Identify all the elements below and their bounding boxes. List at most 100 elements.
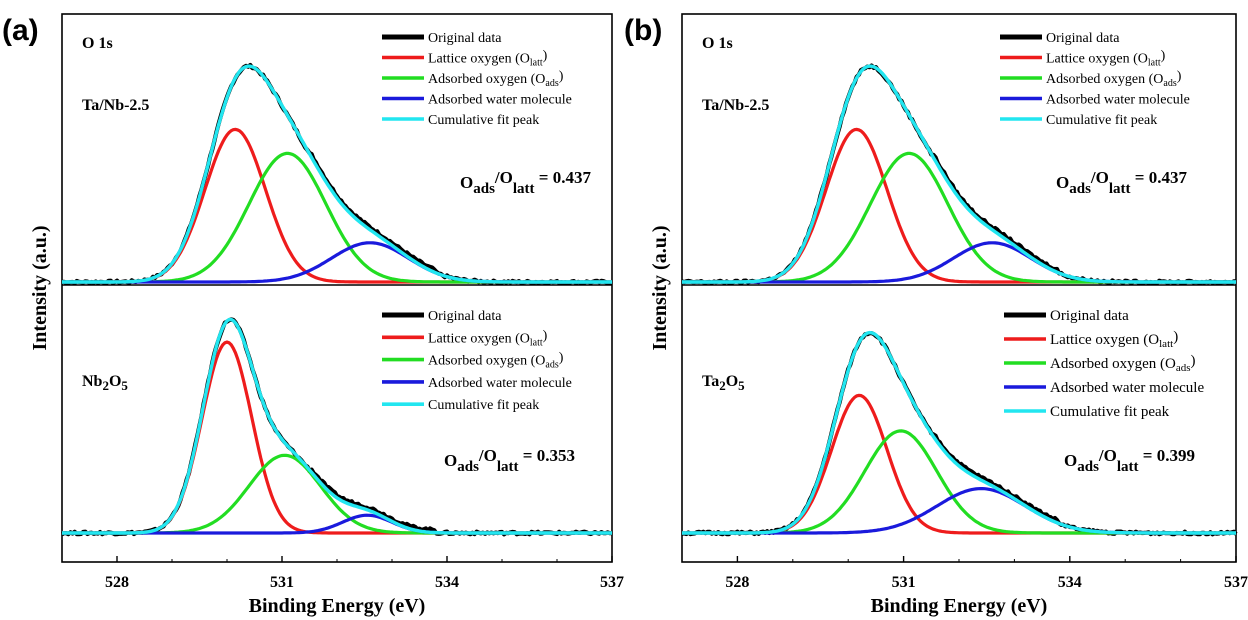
x-tick-label: 528 <box>105 574 129 591</box>
legend-text: Original data <box>1046 31 1120 46</box>
x-axis-label: Binding Energy (eV) <box>249 595 426 617</box>
series-lattice <box>62 127 612 284</box>
legend-text-tail: ) <box>1173 329 1178 345</box>
sample-label-subscript: 5 <box>121 378 128 393</box>
subplot-title: O 1s <box>82 35 113 52</box>
series-adsorbed <box>62 151 612 284</box>
legend-entry: Adsorbed oxygen (Oads) <box>428 69 564 89</box>
ratio-sub-num: ads <box>473 181 495 197</box>
legend-text: Lattice oxygen (O <box>428 52 530 67</box>
legend-entry: Original data <box>1046 31 1120 46</box>
ratio-sub-num: ads <box>457 459 479 475</box>
legend-subscript: latt <box>530 337 543 348</box>
legend-subscript: ads <box>545 78 558 89</box>
legend-text: Lattice oxygen (O <box>428 331 530 346</box>
series-cumulative-fit <box>62 64 612 284</box>
legend-text: Adsorbed water molecule <box>1050 380 1204 396</box>
sample-label-part: O <box>726 373 738 390</box>
ratio-o: O <box>460 173 473 192</box>
legend-text: Original data <box>428 309 502 324</box>
legend-text-tail: ) <box>1190 353 1195 369</box>
sample-label-part: Nb <box>82 373 103 390</box>
ratio-value: = 0.437 <box>1131 168 1188 187</box>
sample-label-subscript: 2 <box>102 378 109 393</box>
legend-entry: Cumulative fit peak <box>428 113 539 128</box>
legend-entry: Adsorbed oxygen (Oads) <box>1050 353 1195 374</box>
legend-text: Lattice oxygen (O <box>1050 332 1159 348</box>
legend-entry: Adsorbed water molecule <box>1050 380 1204 396</box>
ratio-slash: /O <box>478 446 497 465</box>
legend-text-tail: ) <box>1177 69 1182 84</box>
legend-text: Adsorbed water molecule <box>1046 93 1190 108</box>
series-water <box>682 487 1236 535</box>
ratio-sub-num: ads <box>1069 181 1091 197</box>
legend-entry: Adsorbed oxygen (Oads) <box>428 351 564 371</box>
legend-subscript: ads <box>545 360 558 371</box>
panel-label: (a) <box>2 14 39 47</box>
legend-entry: Original data <box>428 31 502 46</box>
legend-subscript: ads <box>1163 78 1176 89</box>
legend-text: Adsorbed oxygen (O <box>1046 72 1163 87</box>
ratio-sub-den: latt <box>497 459 519 475</box>
series-cumulative-fit <box>62 317 612 535</box>
subplot-title: O 1s <box>702 35 733 52</box>
ratio-value: = 0.399 <box>1139 446 1195 465</box>
legend-text-tail: ) <box>543 328 548 343</box>
sample-label-subscript: 2 <box>719 378 726 393</box>
legend-text: Adsorbed water molecule <box>428 376 572 391</box>
ratio-annotation: Oads/Olatt = 0.353 <box>444 446 575 475</box>
y-axis-label: Intensity (a.u.) <box>649 225 671 350</box>
panel-label: (b) <box>624 14 662 47</box>
subplot-top: O 1s Ta/Nb-2.5 Original data Lattice oxygen… <box>681 31 1237 286</box>
legend-text: Adsorbed oxygen (O <box>1050 356 1176 372</box>
ratio-sub-num: ads <box>1077 459 1099 475</box>
series-lattice <box>682 127 1236 284</box>
legend-text: Adsorbed oxygen (O <box>428 72 545 87</box>
legend-entry: Cumulative fit peak <box>1050 404 1170 420</box>
legend-entry: Lattice oxygen (Olatt) <box>428 328 548 348</box>
legend-entry: Adsorbed water molecule <box>1046 93 1190 108</box>
ratio-sub-den: latt <box>1109 181 1131 197</box>
legend-entry: Adsorbed oxygen (Oads) <box>1046 69 1182 89</box>
y-axis-label: Intensity (a.u.) <box>29 225 51 350</box>
panel-b: (b) Intensity (a.u.) 528 531 534 537 Binding E… <box>624 13 1248 617</box>
ratio-annotation: Oads/Olatt = 0.437 <box>1056 168 1187 197</box>
legend-text-tail: ) <box>559 351 564 366</box>
legend-text: Cumulative fit peak <box>428 398 539 413</box>
legend-subscript: ads <box>1176 362 1191 374</box>
ratio-o: O <box>1064 451 1077 470</box>
ratio-annotation: Oads/Olatt = 0.437 <box>460 168 591 197</box>
ratio-slash: /O <box>1098 446 1117 465</box>
series-cumulative-fit <box>682 64 1236 284</box>
sample-label: Ta2O5 <box>702 373 745 393</box>
sample-label: Nb2O5 <box>82 373 128 393</box>
panel-a: (a) Intensity (a.u.) 528 531 534 537 Binding E… <box>2 13 624 617</box>
sample-label-subscript: 5 <box>738 378 745 393</box>
series-original-data <box>61 317 613 537</box>
ratio-annotation: Oads/Olatt = 0.399 <box>1064 446 1195 475</box>
x-tick-label: 531 <box>892 574 916 591</box>
legend-text-tail: ) <box>1161 49 1166 64</box>
legend-text-tail: ) <box>559 69 564 84</box>
legend-entry: Cumulative fit peak <box>428 398 539 413</box>
ratio-slash: /O <box>1090 168 1109 187</box>
legend-text: Lattice oxygen (O <box>1046 52 1148 67</box>
sample-label: Ta/Nb-2.5 <box>702 97 769 114</box>
ratio-value: = 0.437 <box>535 168 592 187</box>
legend-text-tail: ) <box>543 49 548 64</box>
x-tick-label: 537 <box>600 574 624 591</box>
subplot-top: O 1s Ta/Nb-2.5 Original data Lattice oxygen… <box>61 31 613 286</box>
x-tick-label: 531 <box>270 574 294 591</box>
legend-text: Adsorbed water molecule <box>428 93 572 108</box>
ratio-sub-den: latt <box>1117 459 1139 475</box>
legend-text: Original data <box>1050 308 1129 324</box>
legend-entry: Adsorbed water molecule <box>428 376 572 391</box>
legend-entry: Cumulative fit peak <box>1046 113 1157 128</box>
ratio-slash: /O <box>494 168 513 187</box>
legend-text: Original data <box>428 31 502 46</box>
legend-entry: Lattice oxygen (Olatt) <box>1050 329 1178 350</box>
